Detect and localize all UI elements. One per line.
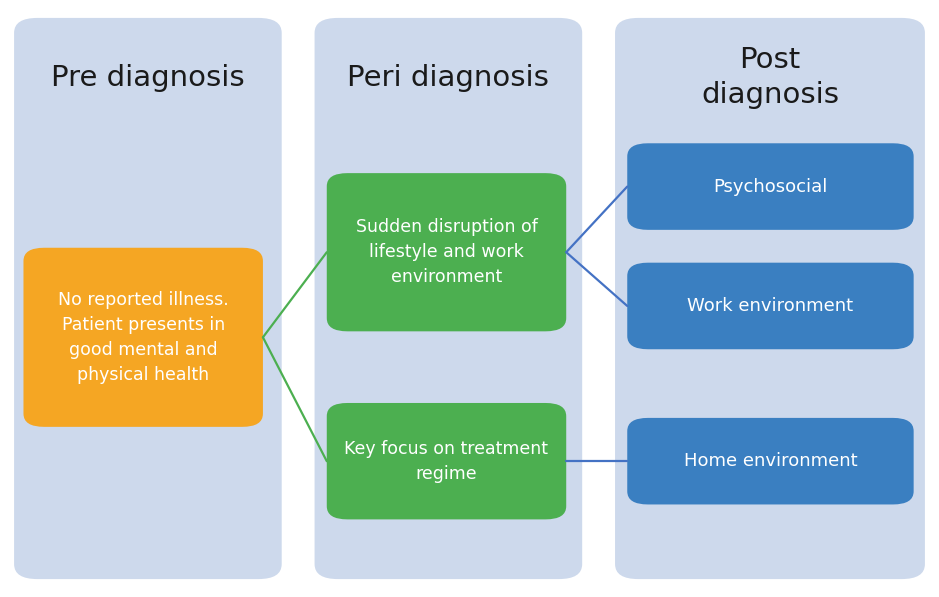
FancyBboxPatch shape (627, 263, 914, 349)
FancyBboxPatch shape (327, 173, 566, 331)
Text: Psychosocial: Psychosocial (714, 177, 827, 196)
FancyBboxPatch shape (14, 18, 282, 579)
FancyBboxPatch shape (315, 18, 582, 579)
FancyBboxPatch shape (327, 403, 566, 519)
Text: No reported illness.
Patient presents in
good mental and
physical health: No reported illness. Patient presents in… (58, 291, 228, 384)
Text: Key focus on treatment
regime: Key focus on treatment regime (345, 439, 548, 483)
Text: Peri diagnosis: Peri diagnosis (347, 64, 549, 91)
FancyBboxPatch shape (627, 418, 914, 504)
Text: Work environment: Work environment (687, 297, 854, 315)
Text: Pre diagnosis: Pre diagnosis (51, 64, 245, 91)
FancyBboxPatch shape (627, 143, 914, 230)
Text: Post
diagnosis: Post diagnosis (701, 47, 839, 109)
Text: Sudden disruption of
lifestyle and work
environment: Sudden disruption of lifestyle and work … (356, 219, 537, 286)
Text: Home environment: Home environment (684, 452, 857, 470)
FancyBboxPatch shape (23, 248, 263, 427)
FancyBboxPatch shape (615, 18, 925, 579)
